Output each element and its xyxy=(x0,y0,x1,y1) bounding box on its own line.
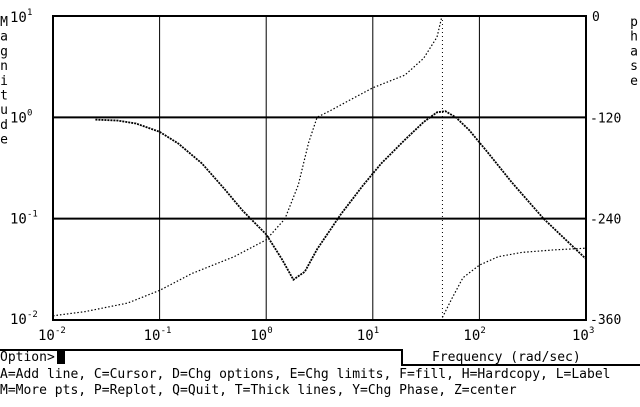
y-tick-label-phase: -240 xyxy=(590,213,621,228)
y-tick-label-magnitude: 10 -2 xyxy=(10,310,38,328)
status-divider-left xyxy=(0,349,402,351)
x-tick-label: 10 -1 xyxy=(144,326,172,344)
x-tick-label-base: 10 xyxy=(572,328,589,344)
x-tick-label: 10 0 xyxy=(250,326,272,344)
y-tick-label-magnitude-exponent: -2 xyxy=(27,310,38,320)
plot-border xyxy=(52,15,587,321)
command-prompt-row[interactable]: Option> Frequency (rad/sec) xyxy=(0,350,640,366)
y-tick-label-magnitude-base: 10 xyxy=(10,212,27,228)
phase-label-char: e xyxy=(630,74,638,89)
y-tick-label-phase: -120 xyxy=(590,111,621,126)
magnitude-label-char: a xyxy=(0,30,8,45)
x-tick-label-exponent: -2 xyxy=(55,326,66,336)
x-tick-label-exponent: -1 xyxy=(161,326,172,336)
y-tick-label-magnitude: 10 1 xyxy=(10,8,32,26)
phase-curve-1 xyxy=(52,18,442,317)
y-tick-label-magnitude: 10 0 xyxy=(10,108,32,126)
y-tick-label-magnitude-base: 10 xyxy=(10,110,27,126)
x-tick-label-base: 10 xyxy=(357,328,374,344)
x-tick-label: 10 1 xyxy=(357,326,379,344)
y-tick-label-phase: -360 xyxy=(590,313,621,328)
x-tick-label-exponent: 2 xyxy=(480,326,485,336)
status-divider-right xyxy=(401,364,640,366)
option-prompt: Option> xyxy=(0,350,55,365)
x-tick-label-exponent: 3 xyxy=(589,326,594,336)
magnitude-label-char: u xyxy=(0,103,8,118)
help-line-1: A=Add line, C=Cursor, D=Chg options, E=C… xyxy=(0,367,611,382)
y-tick-label-phase: 0 xyxy=(592,10,600,25)
y-tick-label-magnitude-base: 10 xyxy=(10,312,27,328)
magnitude-label-char: M xyxy=(0,15,8,30)
phase-label-char: h xyxy=(630,30,638,45)
grid xyxy=(53,16,586,320)
magnitude-curve xyxy=(95,110,587,282)
series-group xyxy=(52,18,587,318)
phase-curve-2 xyxy=(441,247,587,318)
magnitude-label-char: g xyxy=(0,44,8,59)
magnitude-label-char: d xyxy=(0,118,8,133)
x-tick-label-base: 10 xyxy=(250,328,267,344)
x-axis-label: Frequency (rad/sec) xyxy=(432,350,581,365)
x-tick-label-base: 10 xyxy=(38,328,55,344)
x-tick-label-exponent: 0 xyxy=(267,326,272,336)
magnitude-label-char: i xyxy=(0,74,8,89)
help-line-2: M=More pts, P=Replot, Q=Quit, T=Thick li… xyxy=(0,383,517,398)
magnitude-label-char: n xyxy=(0,59,8,74)
y-tick-label-magnitude-exponent: 1 xyxy=(27,8,32,18)
y-tick-label-magnitude-base: 10 xyxy=(10,10,27,26)
y-tick-label-magnitude-exponent: 0 xyxy=(27,108,32,118)
x-tick-label: 10 2 xyxy=(463,326,485,344)
text-cursor xyxy=(57,351,65,364)
x-tick-label-exponent: 1 xyxy=(374,326,379,336)
phase-label-char: a xyxy=(630,44,638,59)
y-tick-label-magnitude: 10 -1 xyxy=(10,210,38,228)
magnitude-label-char: e xyxy=(0,133,8,148)
x-tick-label: 10 -2 xyxy=(38,326,66,344)
plot-frame xyxy=(52,15,587,321)
tick-labels: 10 -2 10 -1 10 0 10 1 10 2 10 310 110 010 -110 -20-120-… xyxy=(10,8,621,344)
phase-label-char: s xyxy=(630,59,638,74)
x-tick-label-base: 10 xyxy=(144,328,161,344)
phase-label-char: p xyxy=(630,15,638,30)
x-tick-label-base: 10 xyxy=(463,328,480,344)
status-divider-step xyxy=(401,349,403,365)
magnitude-label-char: t xyxy=(0,89,8,104)
x-tick-label: 10 3 xyxy=(572,326,594,344)
y-tick-label-magnitude-exponent: -1 xyxy=(27,210,38,220)
